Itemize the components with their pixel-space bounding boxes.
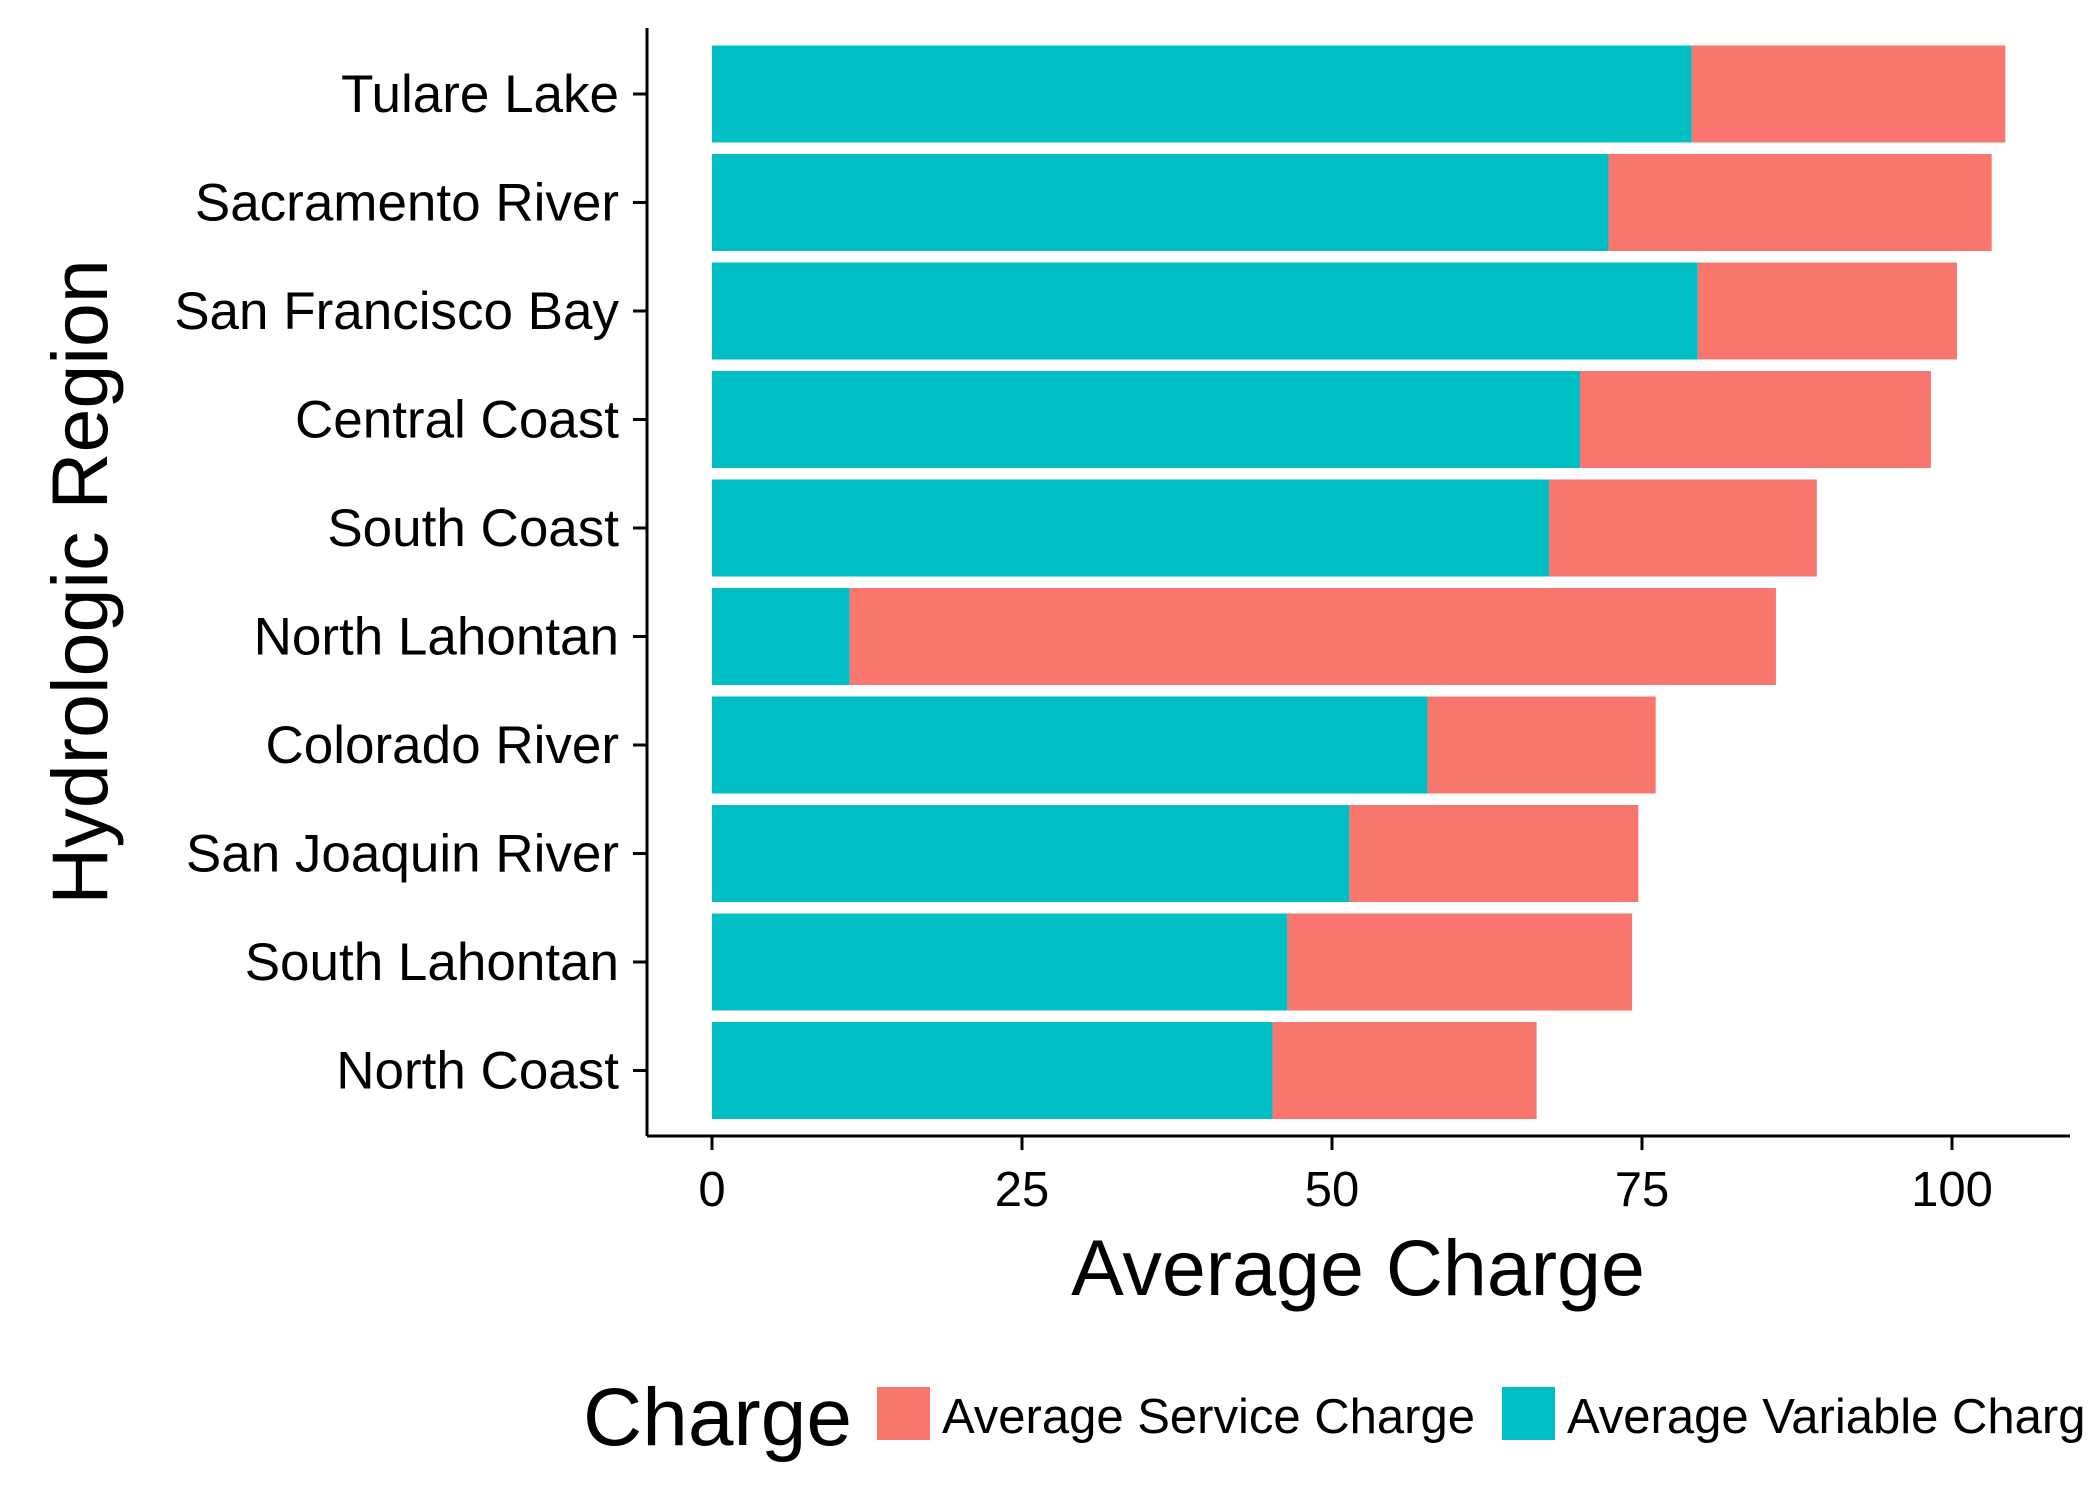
y-axis-title: Hydrologic Region xyxy=(35,259,124,905)
bar-colorado-river-average-service-charge xyxy=(1427,696,1656,794)
bar-south-lahontan-average-variable-charge xyxy=(712,913,1288,1011)
bar-north-lahontan-average-variable-charge xyxy=(712,588,850,685)
x-tick-label-0: 0 xyxy=(698,1163,725,1217)
legend: Charge Average Service Charge Average Var… xyxy=(583,1372,2085,1463)
bar-san-francisco-bay-average-service-charge xyxy=(1697,262,1957,360)
y-tick-label-san-francisco-bay: San Francisco Bay xyxy=(174,282,619,341)
x-tick-label-50: 50 xyxy=(1305,1163,1360,1217)
y-tick-label-sacramento-river: Sacramento River xyxy=(195,174,619,233)
bar-north-lahontan-average-service-charge xyxy=(849,588,1776,685)
bar-central-coast-average-service-charge xyxy=(1580,371,1931,468)
bar-sacramento-river-average-variable-charge xyxy=(712,154,1609,251)
y-tick-label-north-coast: North Coast xyxy=(336,1042,619,1101)
y-tick-labels: Tulare Lake Sacramento River San Francisco… xyxy=(174,65,619,1101)
bar-south-lahontan-average-service-charge xyxy=(1287,913,1633,1011)
bar-sacramento-river-average-service-charge xyxy=(1608,154,1992,251)
bars-group xyxy=(712,45,2006,1119)
legend-key-average-variable-charg xyxy=(1502,1387,1555,1440)
y-tick-label-south-lahontan: South Lahontan xyxy=(245,933,619,992)
bar-north-coast-average-service-charge xyxy=(1272,1022,1537,1119)
bar-san-joaquin-river-average-service-charge xyxy=(1349,805,1639,902)
y-tick-label-colorado-river: Colorado River xyxy=(266,716,619,775)
x-tick-label-100: 100 xyxy=(1911,1163,1993,1217)
bar-tulare-lake-average-variable-charge xyxy=(712,45,1692,143)
y-tick-label-south-coast: South Coast xyxy=(327,499,619,558)
y-tick-label-north-lahontan: North Lahontan xyxy=(254,608,619,667)
y-tick-label-tulare-lake: Tulare Lake xyxy=(341,65,619,124)
x-axis-title: Average Charge xyxy=(1071,1223,1645,1312)
bar-tulare-lake-average-service-charge xyxy=(1691,45,2006,143)
x-tick-label-25: 25 xyxy=(995,1163,1050,1217)
y-tick-label-central-coast: Central Coast xyxy=(295,391,619,450)
x-tick-marks xyxy=(710,1136,1954,1150)
legend-title: Charge xyxy=(583,1372,852,1463)
x-tick-label-75: 75 xyxy=(1615,1163,1670,1217)
bar-north-coast-average-variable-charge xyxy=(712,1022,1273,1119)
x-tick-labels: 0 25 50 75 100 xyxy=(698,1163,1993,1217)
bar-san-joaquin-river-average-variable-charge xyxy=(712,805,1350,902)
legend-key-average-service-charge xyxy=(877,1387,930,1440)
bar-central-coast-average-variable-charge xyxy=(712,371,1580,468)
legend-label-average-variable-charg: Average Variable Charg xyxy=(1567,1390,2085,1444)
y-tick-label-san-joaquin-river: San Joaquin River xyxy=(186,825,619,884)
bar-san-francisco-bay-average-variable-charge xyxy=(712,262,1698,360)
y-tick-marks xyxy=(633,92,647,1072)
bar-south-coast-average-service-charge xyxy=(1549,479,1817,577)
bar-south-coast-average-variable-charge xyxy=(712,479,1549,577)
legend-label-average-service-charge: Average Service Charge xyxy=(942,1390,1475,1444)
bar-colorado-river-average-variable-charge xyxy=(712,696,1428,794)
